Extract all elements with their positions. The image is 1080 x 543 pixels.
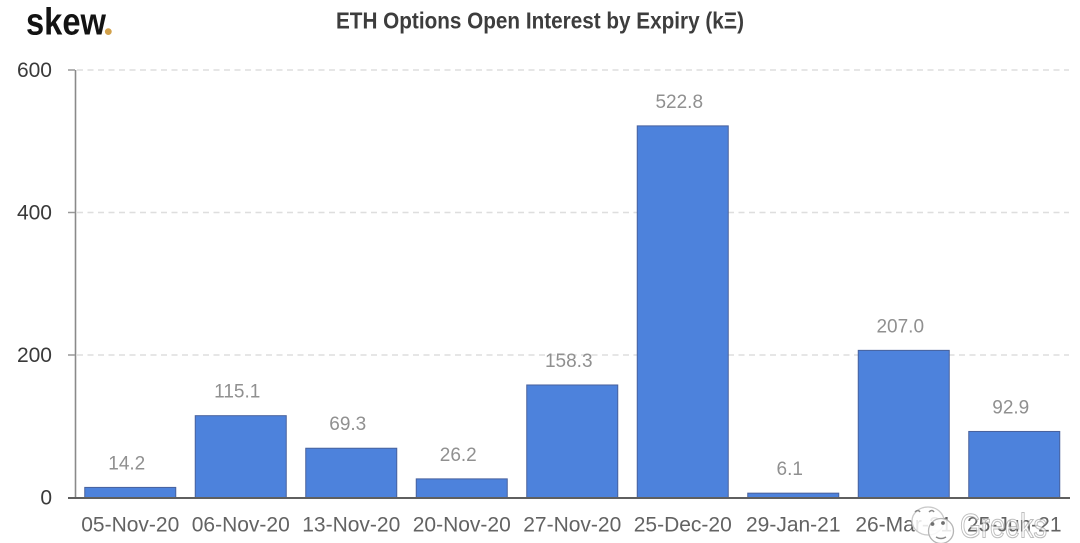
svg-text:skew: skew: [26, 2, 106, 44]
svg-text:05-Nov-20: 05-Nov-20: [81, 514, 179, 537]
svg-text:158.3: 158.3: [545, 351, 593, 372]
svg-text:115.1: 115.1: [214, 382, 260, 403]
svg-text:207.0: 207.0: [876, 316, 924, 337]
svg-text:92.9: 92.9: [992, 397, 1029, 418]
svg-text:25-Jun-21: 25-Jun-21: [967, 514, 1062, 537]
svg-text:522.8: 522.8: [655, 92, 703, 113]
svg-text:25-Dec-20: 25-Dec-20: [634, 514, 732, 537]
svg-text:14.2: 14.2: [108, 453, 145, 474]
svg-text:26.2: 26.2: [440, 445, 477, 466]
svg-text:6.1: 6.1: [777, 459, 803, 480]
svg-text:06-Nov-20: 06-Nov-20: [192, 514, 290, 537]
svg-text:29-Jan-21: 29-Jan-21: [746, 514, 841, 537]
svg-text:27-Nov-20: 27-Nov-20: [523, 514, 621, 537]
svg-text:600: 600: [17, 59, 52, 82]
svg-text:69.3: 69.3: [329, 414, 366, 435]
svg-text:Greeks: Greeks: [960, 508, 1047, 543]
svg-text:20-Nov-20: 20-Nov-20: [413, 514, 511, 537]
svg-text:ETH Options Open Interest by E: ETH Options Open Interest by Expiry (kΞ): [336, 8, 744, 34]
svg-text:400: 400: [17, 202, 52, 225]
svg-text:200: 200: [17, 344, 52, 367]
svg-text:13-Nov-20: 13-Nov-20: [302, 514, 400, 537]
svg-text:0: 0: [40, 487, 52, 510]
